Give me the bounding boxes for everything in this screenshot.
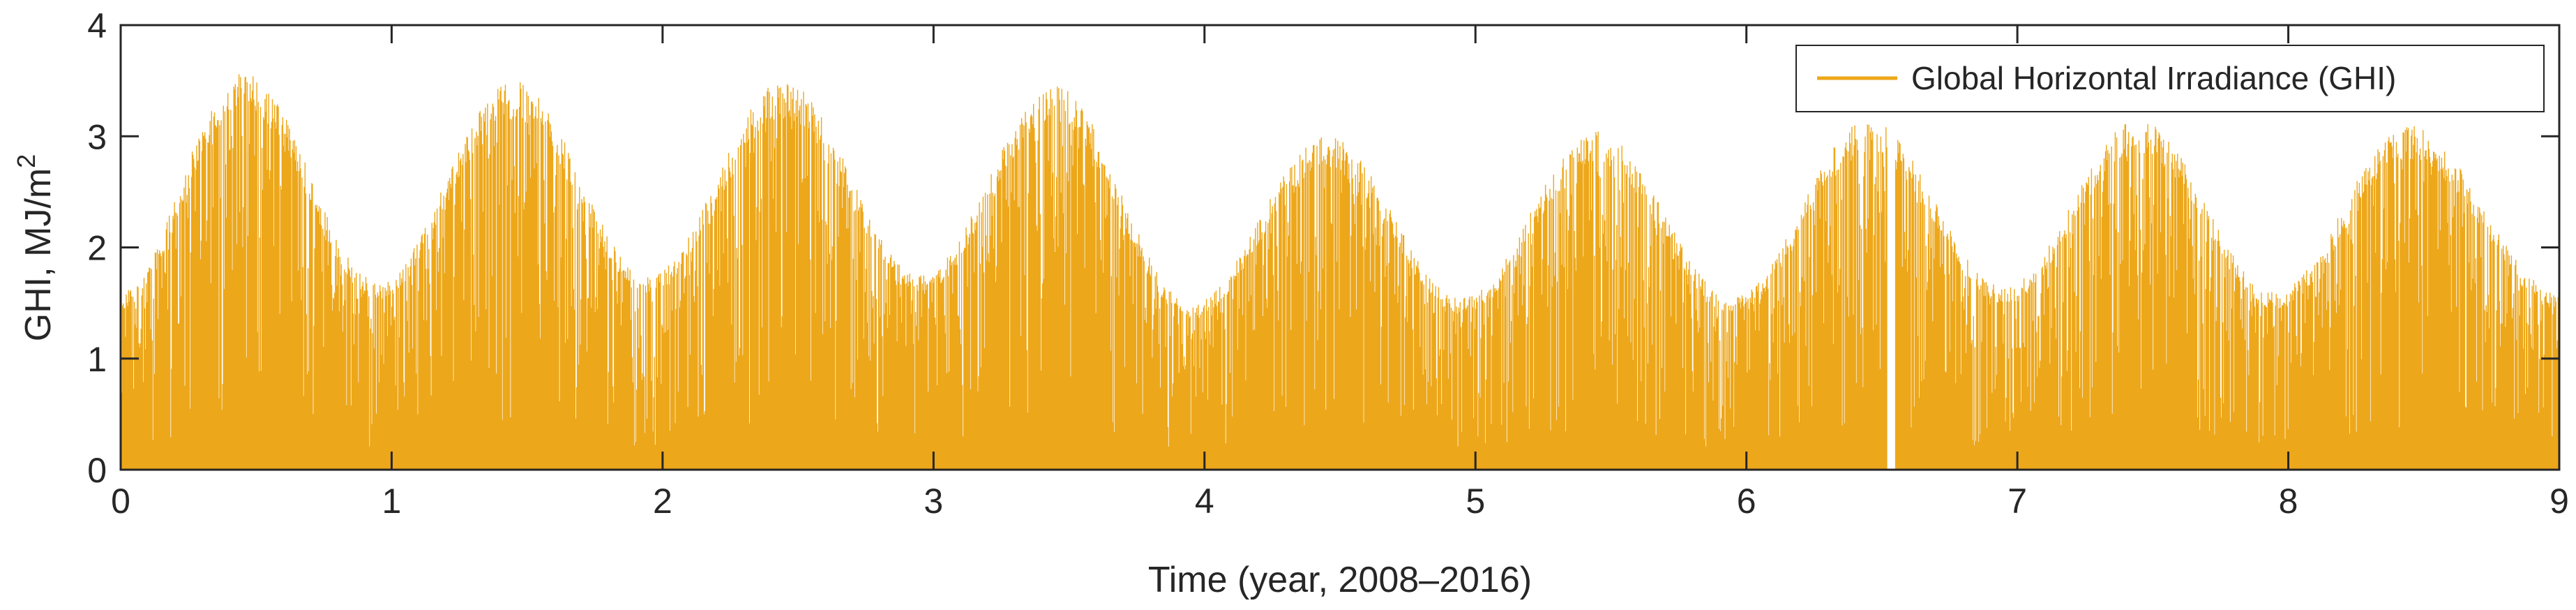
- y-axis-title: GHI, MJ/m2: [12, 154, 59, 341]
- y-tick-label-4: 4: [87, 6, 107, 45]
- x-tick-label-9: 9: [2549, 482, 2569, 521]
- legend: Global Horizontal Irradiance (GHI): [1795, 45, 2545, 112]
- x-tick-label-0: 0: [111, 482, 130, 521]
- plot-area: [120, 74, 2560, 470]
- x-tick-label-3: 3: [924, 482, 943, 521]
- ghi-series-bars: [120, 74, 2560, 470]
- x-tick-label-5: 5: [1466, 482, 1485, 521]
- y-tick-label-3: 3: [87, 117, 107, 156]
- x-tick-label-8: 8: [2279, 482, 2298, 521]
- y-axis-title-superscript: 2: [12, 154, 40, 168]
- x-tick-label-7: 7: [2008, 482, 2027, 521]
- legend-label: Global Horizontal Irradiance (GHI): [1911, 60, 2396, 96]
- y-axis-title-main: GHI, MJ/m: [18, 168, 59, 341]
- x-tick-label-2: 2: [653, 482, 672, 521]
- axis-ticks: [119, 24, 2561, 471]
- y-tick-label-1: 1: [87, 340, 107, 379]
- x-tick-label-4: 4: [1195, 482, 1214, 521]
- tick-labels: 0 1 2 3 4 5 6 7 8 9 0 1 2 3 4: [87, 6, 2569, 521]
- x-tick-label-1: 1: [382, 482, 402, 521]
- y-tick-label-2: 2: [87, 229, 107, 268]
- x-axis-title: Time (year, 2008–2016): [1148, 560, 1532, 600]
- x-tick-label-6: 6: [1737, 482, 1756, 521]
- y-tick-label-0: 0: [87, 451, 107, 490]
- legend-box: [1795, 45, 2545, 112]
